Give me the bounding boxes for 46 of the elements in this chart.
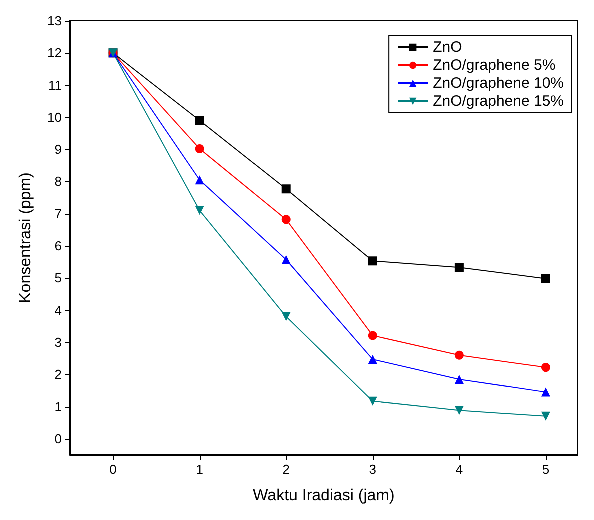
y-tick-label: 13 [48, 14, 62, 28]
y-tick-label: 0 [54, 431, 62, 446]
y-tick-label: 10 [48, 110, 62, 125]
x-tick-label: 4 [456, 462, 464, 477]
point [454, 263, 464, 272]
point [282, 312, 291, 322]
y-tick-label: 5 [54, 270, 62, 286]
x-tick-label: 2 [282, 462, 290, 477]
y-tick-label: 2 [54, 367, 62, 382]
point [282, 184, 291, 194]
y-tick-label: 11 [48, 78, 62, 93]
legend-label: ZnO/graphene 5% [433, 57, 556, 74]
point [541, 412, 550, 421]
y-tick-label: 7 [54, 206, 62, 222]
point [195, 206, 204, 216]
point [541, 363, 550, 372]
point [368, 396, 378, 406]
point [368, 355, 378, 364]
point [368, 256, 378, 266]
point [454, 406, 464, 416]
y-tick-label: 12 [48, 46, 62, 61]
y-tick-label: 1 [54, 399, 62, 414]
point [368, 331, 378, 340]
point [195, 144, 204, 154]
point [282, 255, 291, 264]
y-tick-label: 9 [54, 142, 62, 158]
x-tick-label: 1 [196, 462, 204, 477]
y-tick-label: 4 [54, 302, 62, 318]
x-axis-title: Waktu Iradiasi (jam) [253, 488, 395, 504]
point [454, 374, 464, 384]
legend-label: ZnO [433, 39, 462, 56]
point [282, 215, 291, 224]
point [541, 274, 550, 284]
point [541, 388, 550, 397]
y-tick-label: 8 [54, 174, 62, 190]
x-tick-label: 0 [110, 462, 117, 477]
y-tick-label: 6 [54, 238, 62, 254]
y-axis-title: Konsentrasi (ppm) [18, 172, 34, 304]
point [195, 176, 204, 185]
point [195, 116, 204, 126]
x-tick-label: 5 [542, 462, 550, 477]
y-tick-label: 3 [54, 334, 62, 350]
legend-label: ZnO/graphene 15% [433, 93, 564, 110]
legend-label: ZnO/graphene 10% [433, 75, 564, 92]
point [454, 350, 464, 360]
x-tick-label: 3 [369, 462, 377, 477]
